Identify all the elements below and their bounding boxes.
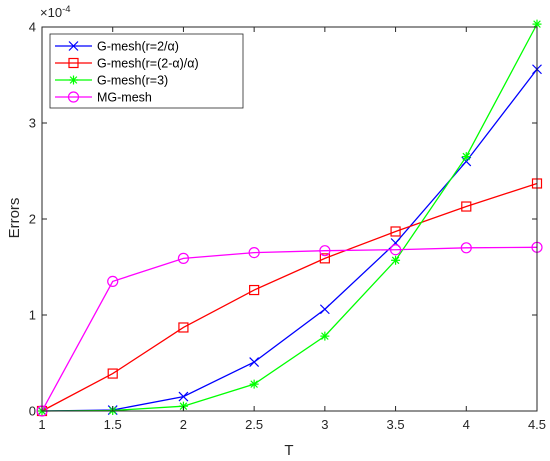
x-tick-label: 2	[180, 417, 187, 432]
x-tick-label: 3.5	[387, 417, 405, 432]
data-point	[177, 252, 190, 264]
series-4	[36, 241, 543, 417]
data-point	[248, 247, 260, 259]
x-tick-label: 4.5	[528, 417, 546, 432]
y-axis-label: Errors	[6, 198, 23, 239]
x-tick-label: 3	[321, 417, 328, 432]
series-line	[41, 246, 538, 412]
series-line	[41, 23, 538, 412]
y-tick-label: 0	[29, 404, 36, 419]
data-point	[320, 331, 330, 341]
legend-marker	[68, 57, 79, 69]
data-point	[391, 255, 401, 265]
y-tick-label: 2	[29, 212, 36, 227]
series-line	[41, 182, 538, 412]
data-point	[319, 245, 331, 257]
data-point	[249, 379, 259, 389]
legend-label: G-mesh(r=3)	[97, 74, 168, 88]
legend: G-mesh(r=2/α) G-mesh(r=(2-α)/α) G-mesh(r=3…	[49, 33, 244, 109]
x-tick-label: 1	[38, 417, 45, 432]
data-point	[461, 152, 471, 162]
legend-items: G-mesh(r=2/α) G-mesh(r=(2-α)/α) G-mesh(r=3…	[55, 40, 199, 105]
legend-marker	[67, 91, 80, 103]
legend-item: G-mesh(r=(2-α)/α)	[55, 57, 199, 71]
plot-area	[36, 19, 543, 417]
data-point	[249, 357, 260, 367]
x-tick-label: 1.5	[104, 417, 122, 432]
y-exponent-label: ×10-4	[40, 4, 71, 20]
y-tick-label: 3	[29, 116, 36, 131]
data-point	[389, 244, 402, 256]
y-tick-label: 1	[29, 308, 36, 323]
legend-item: G-mesh(r=3)	[55, 74, 168, 88]
x-axis-label: T	[284, 442, 293, 459]
data-point	[319, 253, 330, 264]
legend-label: G-mesh(r=2/α)	[97, 40, 179, 54]
x-tick-label: 2.5	[245, 417, 263, 432]
legend-marker	[68, 41, 79, 51]
legend-item: G-mesh(r=2/α)	[55, 40, 179, 54]
data-point	[249, 284, 260, 296]
y-tick-label: 4	[29, 20, 36, 35]
data-point	[532, 19, 542, 29]
data-point	[178, 391, 189, 402]
data-point	[461, 156, 472, 167]
legend-item: MG-mesh	[55, 91, 152, 105]
data-point	[178, 322, 189, 333]
data-point	[107, 368, 118, 379]
data-point	[461, 201, 472, 212]
data-point	[319, 304, 330, 315]
data-point	[390, 226, 401, 237]
legend-marker	[69, 75, 78, 85]
data-point	[460, 242, 472, 254]
legend-label: MG-mesh	[97, 91, 152, 105]
legend-label: G-mesh(r=(2-α)/α)	[97, 57, 199, 71]
x-tick-label: 4	[463, 417, 470, 432]
data-point	[107, 275, 119, 287]
